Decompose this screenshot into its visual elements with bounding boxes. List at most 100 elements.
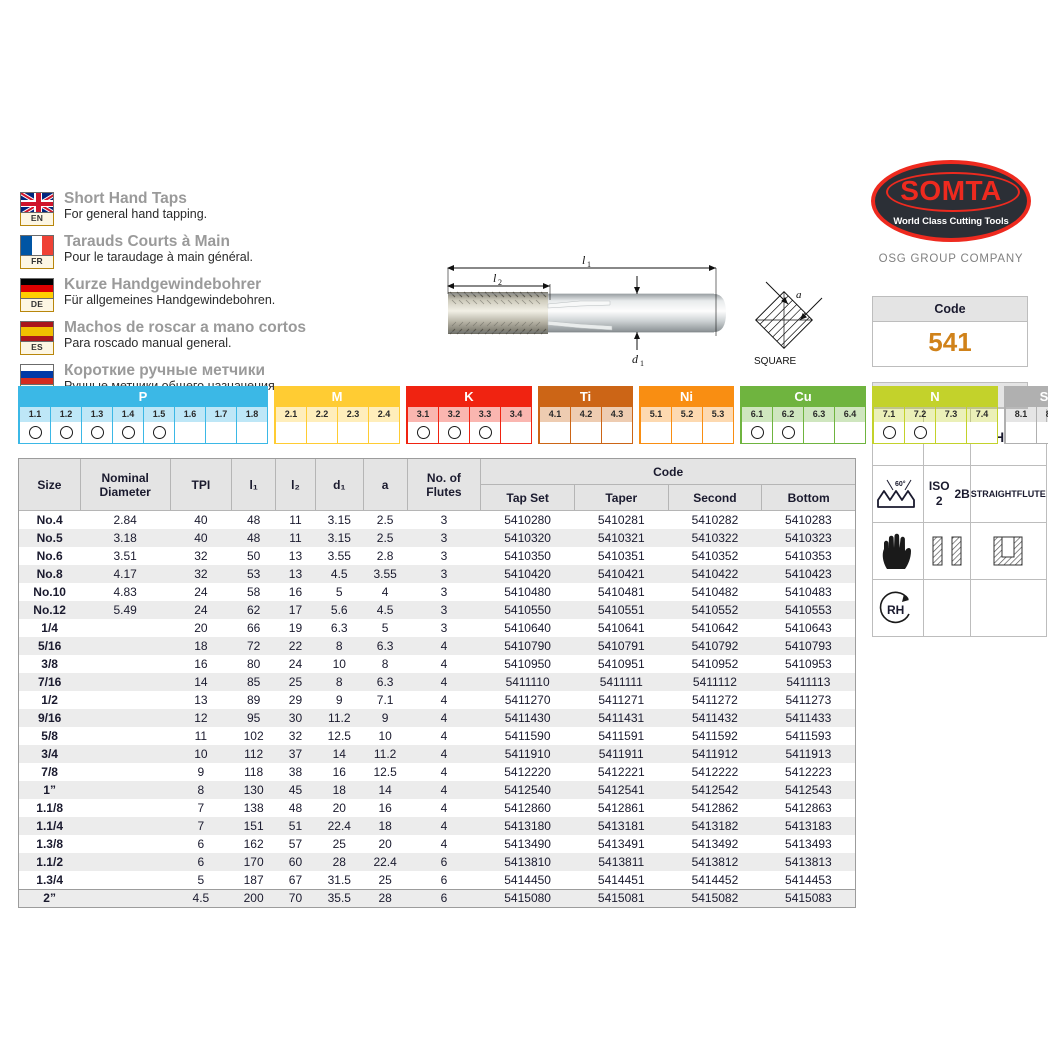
- cell-tap-set: 5410320: [504, 531, 551, 545]
- cell-tpi: 32: [194, 567, 208, 581]
- cell-tpi: 40: [194, 513, 208, 527]
- product-subtitle-de: Für allgemeines Handgewindebohren.: [64, 293, 276, 307]
- cell-second: 5415082: [668, 889, 762, 908]
- material-cell-1.3[interactable]: 1.3: [81, 407, 112, 443]
- material-cell-2.2[interactable]: 2.2: [306, 407, 337, 443]
- cell-bottom: 5410353: [785, 549, 832, 563]
- material-cell-2.1[interactable]: 2.1: [275, 407, 306, 443]
- table-row[interactable]: No.4 2.84 40 48 11 3.15 2.5 3 5410280 5410281 5410…: [19, 511, 856, 530]
- material-cell-6.3[interactable]: 6.3: [803, 407, 834, 443]
- material-cell-number: 3.1: [408, 407, 438, 422]
- material-cell-number: 1.7: [206, 407, 236, 422]
- material-cell-6.1[interactable]: 6.1: [741, 407, 772, 443]
- cell-d1: 10: [332, 657, 346, 671]
- cell-size: 1.3/8: [36, 837, 63, 851]
- material-cell-6.2[interactable]: 6.2: [772, 407, 803, 443]
- col-a: a: [362, 458, 408, 511]
- material-cell-3.2[interactable]: 3.2: [438, 407, 469, 443]
- code-header: Code: [872, 296, 1028, 322]
- material-cell-7.1[interactable]: 7.1: [873, 407, 904, 443]
- cell-a: 28: [363, 889, 408, 908]
- table-row[interactable]: 5/16 18 72 22 8 6.3 4 5410790 5410791 5410792 5410…: [18, 637, 856, 655]
- material-cell-5.2[interactable]: 5.2: [671, 407, 702, 443]
- cell-d1: 11.2: [328, 711, 351, 725]
- cell-bottom: 5415083: [761, 889, 856, 908]
- material-empty-slot: [835, 422, 865, 443]
- cell-tap-set: 5413180: [504, 819, 551, 833]
- table-row[interactable]: 1.3/4 5 187 67 31.5 25 6 5414450 5414451 5414452 5…: [19, 871, 856, 889]
- material-cell-1.7[interactable]: 1.7: [205, 407, 236, 443]
- cell-bottom: 5413183: [785, 819, 832, 833]
- cell-size: 1.3/4: [36, 873, 63, 887]
- cell-size: 7/8: [41, 765, 58, 779]
- material-cell-5.3[interactable]: 5.3: [702, 407, 733, 443]
- table-row[interactable]: 1.3/8 6 162 57 25 20 4 5413490 5413491 5413492 541…: [19, 835, 856, 853]
- material-cell-1.1[interactable]: 1.1: [19, 407, 50, 443]
- table-row[interactable]: 1.1/2 6 170 60 28 22.4 6 5413810 5413811 5413812 5…: [18, 853, 856, 871]
- language-row-fr: FR Tarauds Courts à Main Pour le taraudage…: [20, 233, 350, 269]
- material-cell-1.2[interactable]: 1.2: [50, 407, 81, 443]
- cell-nominal-diameter: 3.18: [113, 531, 137, 545]
- table-row[interactable]: 7/16 14 85 25 8 6.3 4 5411110 5411111 5411112 5411…: [18, 673, 856, 691]
- cell-l1: 72: [246, 639, 261, 653]
- table-row[interactable]: 1.1/4 7 151 51 22.4 18 4 5413180 5413181 5413182 5…: [18, 817, 856, 835]
- table-row[interactable]: 5/8 11 102 32 12.5 10 4 5411590 5411591 5411592 54…: [19, 727, 856, 745]
- material-cell-2.4[interactable]: 2.4: [368, 407, 399, 443]
- cell-flutes: 4: [440, 729, 448, 743]
- table-row[interactable]: 1” 8 130 45 18 14 4 5412540 5412541 5412542 541254…: [18, 781, 856, 799]
- cell-flutes: 3: [440, 621, 448, 635]
- material-cells: 7.1 7.2 7.3 7.4: [873, 407, 997, 443]
- cell-size: 1/4: [41, 621, 58, 635]
- cell-a: 8: [381, 657, 389, 671]
- material-cell-7.3[interactable]: 7.3: [935, 407, 966, 443]
- material-cell-1.5[interactable]: 1.5: [143, 407, 174, 443]
- material-empty-slot: [1037, 422, 1048, 443]
- material-cell-4.2[interactable]: 4.2: [570, 407, 601, 443]
- material-cell-1.6[interactable]: 1.6: [174, 407, 205, 443]
- table-row[interactable]: 1/4 20 66 19 6.3 5 3 5410640 5410641 5410642 54106…: [19, 619, 856, 637]
- material-cell-7.2[interactable]: 7.2: [904, 407, 935, 443]
- material-cell-4.3[interactable]: 4.3: [601, 407, 632, 443]
- material-cell-3.4[interactable]: 3.4: [500, 407, 531, 443]
- material-cell-8.2[interactable]: 8.2: [1036, 407, 1048, 443]
- cell-tpi: 16: [194, 657, 208, 671]
- table-row[interactable]: 9/16 12 95 30 11.2 9 4 5411430 5411431 5411432 541…: [18, 709, 856, 727]
- material-cell-3.1[interactable]: 3.1: [407, 407, 438, 443]
- table-row[interactable]: 7/8 9 118 38 16 12.5 4 5412220 5412221 5412222 541…: [19, 763, 856, 781]
- material-cell-5.1[interactable]: 5.1: [640, 407, 671, 443]
- cell-l2: 57: [288, 837, 303, 851]
- material-cell-1.8[interactable]: 1.8: [236, 407, 267, 443]
- table-row[interactable]: 1/2 13 89 29 9 7.1 4 5411270 5411271 5411272 54112…: [19, 691, 856, 709]
- material-cell-6.4[interactable]: 6.4: [834, 407, 865, 443]
- cell-bottom: 5411273: [785, 693, 832, 707]
- material-cell-4.1[interactable]: 4.1: [539, 407, 570, 443]
- table-row[interactable]: 2” 4.5 200 70 35.5 28 6 5415080 5415081 5415082 54…: [18, 889, 856, 908]
- cell-l1: 118: [244, 765, 264, 779]
- table-row[interactable]: No.5 3.18 40 48 11 3.15 2.5 3 5410320 5410321 5410…: [18, 529, 856, 547]
- table-row[interactable]: 1.1/8 7 138 48 20 16 4 5412860 5412861 5412862 541…: [19, 799, 856, 817]
- spain-flag-icon: ES: [20, 319, 56, 355]
- material-empty-slot: [307, 422, 337, 443]
- material-cell-1.4[interactable]: 1.4: [112, 407, 143, 443]
- table-row[interactable]: No.6 3.51 32 50 13 3.55 2.8 3 5410350 5410351 5410…: [19, 547, 856, 565]
- product-subtitle-en: For general hand tapping.: [64, 207, 208, 221]
- table-row[interactable]: 3/4 10 112 37 14 11.2 4 5411910 5411911 5411912 54…: [18, 745, 856, 763]
- table-row[interactable]: No.12 5.49 24 62 17 5.6 4.5 3 5410550 5410551 5410…: [18, 601, 856, 619]
- cell-tap-set: 5411110: [505, 675, 550, 689]
- cell-d1: 5: [335, 585, 343, 599]
- material-cell-3.3[interactable]: 3.3: [469, 407, 500, 443]
- cell-second: 5410642: [691, 621, 739, 635]
- cell-tpi: 6: [197, 837, 205, 851]
- material-cell-2.3[interactable]: 2.3: [337, 407, 368, 443]
- table-row[interactable]: No.8 4.17 32 53 13 4.5 3.55 3 5410420 5410421 5410…: [18, 565, 856, 583]
- language-text: Short Hand Taps For general hand tapping.: [64, 190, 207, 222]
- table-row[interactable]: No.10 4.83 24 58 16 5 4 3 5410480 5410481 5410482 5…: [19, 583, 856, 601]
- cell-l2: 51: [288, 819, 303, 833]
- table-row[interactable]: 3/8 16 80 24 10 8 4 5410950 5410951 5410952 541095…: [19, 655, 856, 673]
- material-cell-7.4[interactable]: 7.4: [966, 407, 997, 443]
- cell-tpi: 12: [194, 711, 208, 725]
- material-cell-8.1[interactable]: 8.1: [1005, 407, 1036, 443]
- material-group-label: Cu: [741, 387, 865, 407]
- cell-taper: 5411271: [598, 693, 645, 707]
- cell-second: 5410482: [691, 585, 739, 599]
